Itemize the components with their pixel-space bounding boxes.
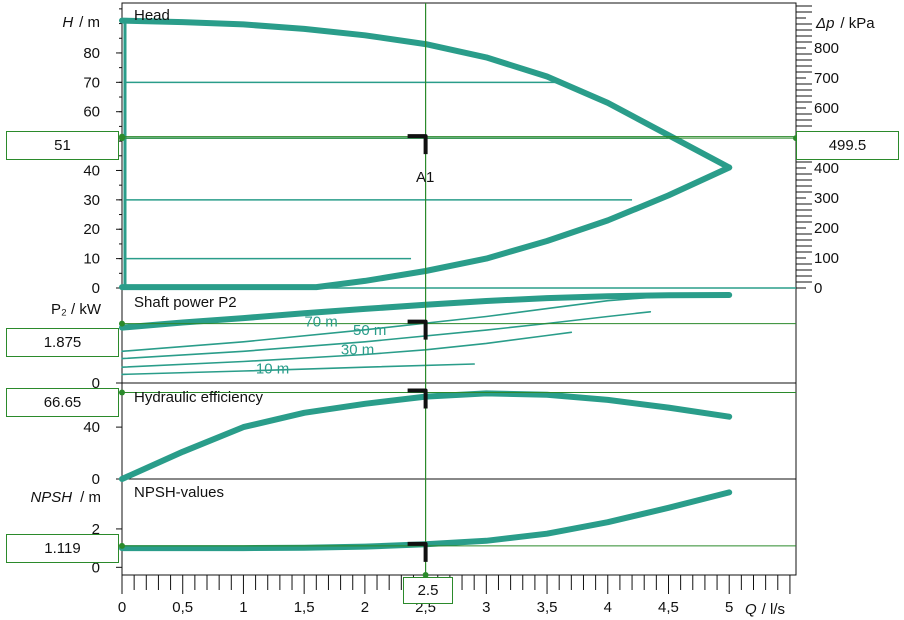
guide-dot	[119, 542, 125, 549]
y2-tick-label: 800	[814, 40, 839, 57]
power-curve-label: 50 m	[353, 322, 386, 339]
panel-frame-0	[121, 2, 797, 289]
y-axis-label-power: P₂ / kW	[51, 301, 102, 318]
operating-point-marker-efficiency	[407, 388, 428, 409]
y-tick-label: 0	[92, 375, 100, 392]
power-curve-label: 10 m	[256, 361, 289, 378]
x-tick-label: 5	[725, 599, 733, 616]
y2-tick-label: 300	[814, 190, 839, 207]
x-tick-label: 0	[118, 599, 126, 616]
x-tick-label: 4	[604, 599, 612, 616]
power-curve-label: 30 m	[341, 342, 374, 359]
y-tick-label: 40	[83, 162, 100, 179]
y-tick-label: 0	[92, 280, 100, 297]
curve-1-4	[121, 363, 475, 376]
y2-tick-label: 400	[814, 160, 839, 177]
guide-dot-bottom	[422, 572, 429, 578]
panel-frame-3	[121, 478, 797, 576]
panel-title-npsh: NPSH-values	[134, 484, 224, 501]
guide-dot	[119, 389, 125, 396]
efficiency-value-box[interactable]: 66.65	[6, 388, 119, 417]
y-tick-label: 70	[83, 74, 100, 91]
x-tick-label: 3	[482, 599, 490, 616]
x-tick-label: 4,5	[658, 599, 679, 616]
power-value-box[interactable]: 1.875	[6, 328, 119, 357]
x-tick-label: 3,5	[537, 599, 558, 616]
npsh-value-box[interactable]: 1.119	[6, 534, 119, 563]
y-tick-label: 20	[83, 221, 100, 238]
y-tick-label: 30	[83, 192, 100, 209]
y-axis-label-head: H / m	[62, 14, 100, 31]
operating-point-marker-npsh	[407, 541, 428, 562]
y2-tick-label: 700	[814, 70, 839, 87]
guide-dot	[119, 133, 125, 140]
y2-tick-label: 600	[814, 100, 839, 117]
y-tick-label: 10	[83, 251, 100, 268]
y-tick-label: 60	[83, 104, 100, 121]
head-value-box[interactable]: 51	[6, 131, 119, 160]
power-curve-label: 70 m	[304, 313, 337, 330]
operating-point-marker-power	[407, 319, 428, 340]
y-axis-label-npsh: NPSH / m	[30, 489, 101, 506]
guide-dot	[119, 320, 125, 327]
y2-axis-label-pressure: Δp / kPa	[815, 15, 875, 32]
y2-tick-label: 0	[814, 280, 822, 297]
x-tick-label: 1	[239, 599, 247, 616]
guide-lines	[119, 3, 799, 578]
x-axis-label: Q / l/s	[745, 601, 785, 618]
panel-title-efficiency: Hydraulic efficiency	[134, 389, 263, 406]
y-tick-label: 2	[92, 521, 100, 538]
operating-point-label: A1	[416, 169, 434, 186]
x-tick-label: 1,5	[294, 599, 315, 616]
y-tick-label: 0	[92, 471, 100, 488]
curve-1-1	[121, 295, 670, 353]
x-tick-label: 2	[361, 599, 369, 616]
y2-tick-label: 200	[814, 220, 839, 237]
curve-1-2	[121, 311, 652, 360]
flow-value-box[interactable]: 2.5	[403, 577, 453, 604]
y-tick-label: 0	[92, 559, 100, 576]
curves-layer	[119, 17, 796, 552]
x-tick-label: 0,5	[172, 599, 193, 616]
curve-0-1	[119, 164, 733, 291]
operating-point-marker-head	[407, 134, 428, 155]
y-tick-label: 40	[83, 419, 100, 436]
pressure-value-box[interactable]: 499.5	[796, 131, 899, 160]
labels-layer: Head Shaft power P2 Hydraulic efficiency…	[30, 7, 875, 618]
panel-title-power: Shaft power P2	[134, 294, 237, 311]
panel-title-head: Head	[134, 7, 170, 24]
y-tick-label: 80	[83, 45, 100, 62]
y2-tick-label: 100	[814, 250, 839, 267]
